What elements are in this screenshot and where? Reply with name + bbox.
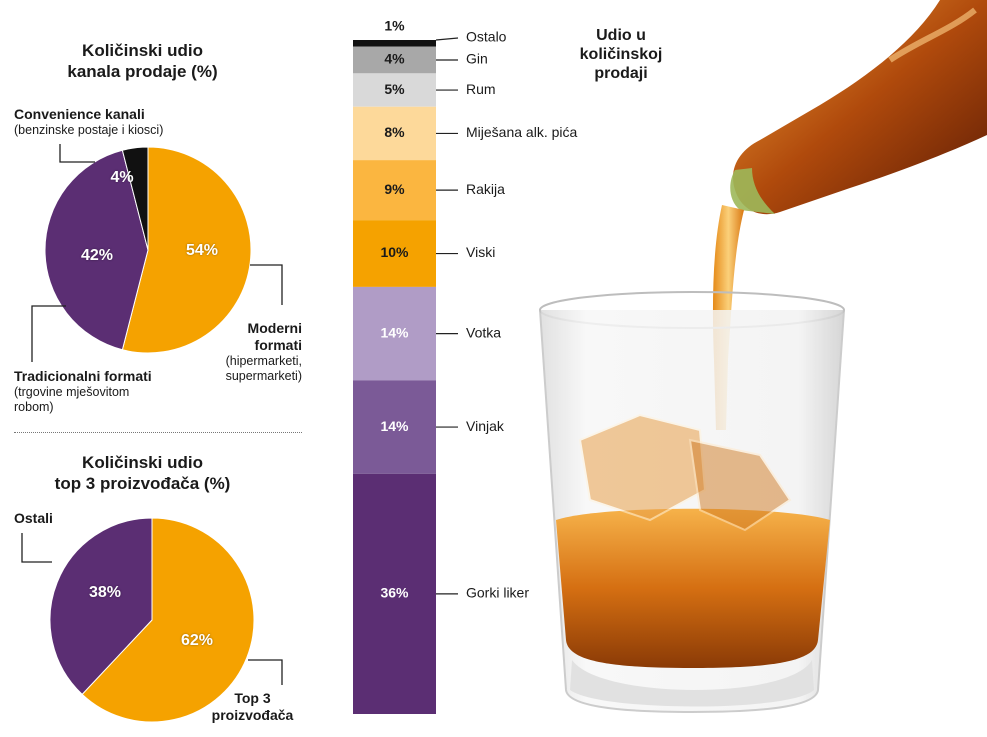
pie1-label-convenience-note: (benzinske postaje i kiosci): [14, 123, 164, 137]
stack-seg-vinjak: [353, 380, 436, 474]
pie1-label-tradicionalni: Tradicionalni formati (trgovine mješovit…: [14, 368, 152, 415]
section-divider: [14, 432, 302, 433]
stack-seg-ostalo-category: Ostalo: [466, 29, 507, 45]
stack-seg-rum-category: Rum: [466, 81, 496, 97]
stack-seg-mije-ana-alk-pi-a-category: Miješana alk. pića: [466, 124, 577, 140]
stack-seg-gin: [353, 46, 436, 74]
pie1-moderni-value-label: 54%: [186, 242, 218, 259]
pie1-title-line-2: kanala prodaje (%): [67, 62, 218, 81]
pie2-top3-value-label: 62%: [181, 632, 213, 649]
pie1-leader-convenience: [59, 144, 95, 163]
pie1-label-moderni-note-2: supermarketi): [225, 369, 302, 383]
pie1-convenience-slice: [121, 146, 149, 251]
glass-shape: [539, 291, 845, 714]
stack-title: Udio u količinskoj prodaji: [566, 26, 676, 83]
stack-seg-ostalo-tick: [435, 37, 459, 41]
stack-seg-rakija-category: Rakija: [466, 181, 505, 197]
pie2-leader-top3: [248, 659, 283, 685]
pie1-label-moderni-line-2: formati: [254, 337, 302, 353]
pie1-label-convenience-name: Convenience kanali: [14, 106, 145, 122]
pie2-label-ostali: Ostali: [14, 510, 53, 526]
pie2-label-top3-line-1: Top 3: [234, 690, 271, 706]
stack-seg-rum-value: 5%: [384, 81, 405, 97]
pie2-label-top3: Top 3 proizvođača: [200, 690, 305, 724]
stack-seg-vinjak-category: Vinjak: [466, 418, 505, 434]
stack-seg-gorki-liker-value: 36%: [380, 585, 409, 601]
pie1-label-tradicionalni-note-1: (trgovine mješovitom: [14, 385, 130, 399]
pie1-moderni-slice: [121, 146, 252, 354]
pie2-title: Količinski udio top 3 proizvođača (%): [20, 452, 265, 494]
pie1-tradicionalni-slice: [44, 149, 149, 351]
stack-seg-votka-value: 14%: [380, 324, 409, 340]
stack-seg-rakija-value: 9%: [384, 181, 405, 197]
stack-seg-viski-category: Viski: [466, 244, 495, 260]
stack-seg-gorki-liker: [353, 473, 436, 714]
pie1-title-line-1: Količinski udio: [82, 41, 203, 60]
stack-seg-mije-ana-alk-pi-a-value: 8%: [384, 124, 405, 140]
pie2-label-top3-line-2: proizvođača: [211, 707, 294, 723]
stack-title-line-1: Udio u: [596, 27, 646, 44]
stack-seg-ostalo: [353, 40, 436, 47]
pie1-label-moderni-line-1: Moderni: [247, 320, 302, 336]
stack-seg-rakija: [353, 160, 436, 221]
pie1-leader-tradicionalni: [31, 305, 66, 362]
pie1-label-moderni-note-1: (hipermarketi,: [225, 354, 302, 368]
stack-seg-viski: [353, 220, 436, 287]
stack-seg-vinjak-value: 14%: [380, 418, 409, 434]
pie1-label-convenience: Convenience kanali (benzinske postaje i …: [14, 106, 163, 138]
stack-seg-gorki-liker-category: Gorki liker: [466, 585, 529, 601]
stack-seg-mije-ana-alk-pi-a: [353, 106, 436, 161]
pie1-title: Količinski udio kanala prodaje (%): [20, 40, 265, 82]
stack-seg-gin-value: 4%: [384, 51, 405, 67]
bottle-shape: [730, 0, 987, 215]
pie2-leader-ostali: [21, 533, 52, 563]
pie1-label-tradicionalni-note-2: robom): [14, 400, 54, 414]
pie1-convenience-value-label: 4%: [110, 169, 133, 186]
stack-title-line-2: količinskoj: [579, 46, 663, 63]
pie2-title-line-1: Količinski udio: [82, 453, 203, 472]
pie1-leader-moderni: [250, 264, 283, 305]
stack-seg-votka-category: Votka: [466, 324, 501, 340]
stack-seg-ostalo-value: 1%: [384, 18, 405, 34]
pie2-top3-slice: [81, 517, 255, 723]
pie2-title-line-2: top 3 proizvođača (%): [54, 474, 231, 493]
stack-seg-rum: [353, 73, 436, 107]
pie1-label-moderni: Moderni formati (hipermarketi, supermark…: [182, 320, 302, 384]
pie1-label-tradicionalni-name: Tradicionalni formati: [14, 368, 152, 384]
pie2-ostali-value-label: 38%: [89, 584, 121, 601]
stack-seg-gin-category: Gin: [466, 51, 488, 67]
stack-seg-viski-value: 10%: [380, 244, 409, 260]
pie2-ostali-slice: [49, 517, 153, 696]
stack-title-line-3: prodaji: [594, 65, 648, 82]
stack-seg-votka: [353, 286, 436, 381]
pie1-tradicionalni-value-label: 42%: [81, 247, 113, 264]
